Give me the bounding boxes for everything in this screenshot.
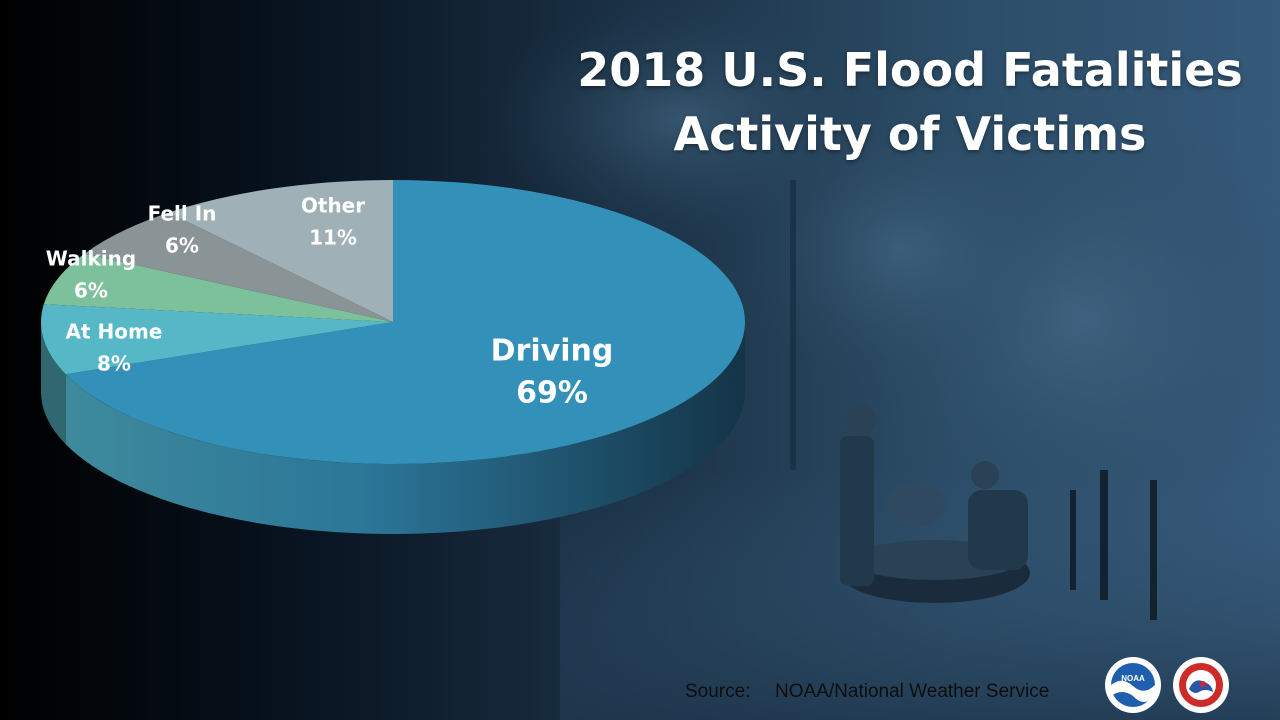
pie-slice-at-home [40, 304, 393, 375]
slice-value-driving: 69% [516, 376, 588, 411]
chart-title: 2018 U.S. Flood Fatalities Activity of V… [560, 38, 1260, 166]
slice-label-driving: Driving [491, 334, 614, 369]
source-text: NOAA/National Weather Service [775, 681, 1050, 702]
slice-value-walking: 6% [74, 279, 108, 303]
slice-label-at-home: At Home [66, 320, 163, 344]
pie-slice-fell-in [84, 212, 394, 322]
pie-side-at-home [41, 322, 66, 445]
source-note: Source: NOAA/National Weather Service [685, 681, 1049, 703]
slice-label-other: Other [301, 194, 365, 218]
noaa-logo-text: NOAA [1121, 674, 1145, 683]
slice-value-at-home: 8% [97, 352, 131, 376]
pie-slice-other [168, 180, 393, 322]
pie-top [40, 180, 745, 464]
title-line-1: 2018 U.S. Flood Fatalities [577, 43, 1243, 97]
nws-logo [1173, 657, 1229, 713]
slice-label-walking: Walking [46, 247, 136, 271]
slice-label-fell-in: Fell In [148, 202, 217, 226]
source-label: Source: [685, 681, 751, 702]
pie-side-wall [41, 322, 745, 534]
title-line-2: Activity of Victims [673, 107, 1147, 161]
pie-slice-walking [43, 253, 393, 322]
slice-value-other: 11% [309, 226, 357, 250]
pie-side-driving [65, 322, 745, 534]
slice-value-fell-in: 6% [165, 234, 199, 258]
noaa-logo: NOAA [1105, 657, 1161, 713]
pie-slice-driving [65, 180, 745, 464]
pie-labels: Driving 69% At Home 8% Walking 6% Fell In 6% Oth… [46, 194, 614, 411]
